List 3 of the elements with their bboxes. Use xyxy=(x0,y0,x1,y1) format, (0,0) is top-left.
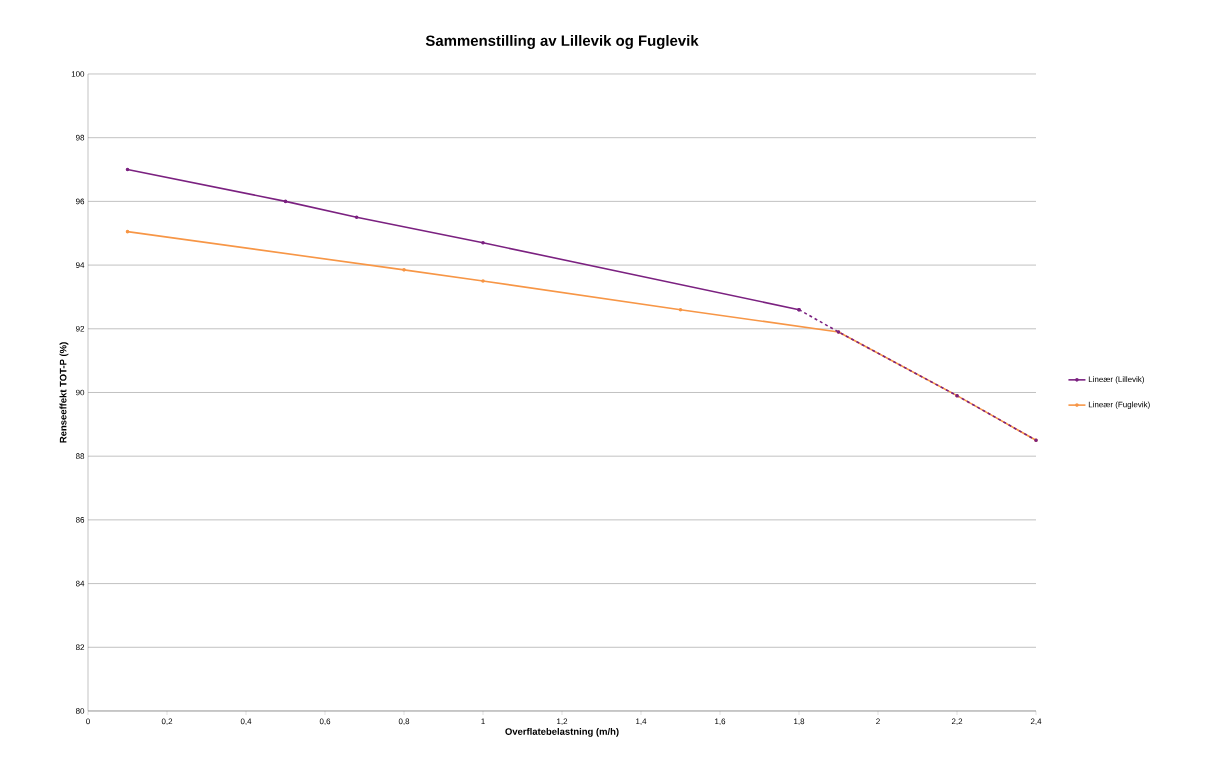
y-axis-title: Renseeffekt TOT-P (%) xyxy=(59,342,69,443)
chart-title: Sammenstilling av Lillevik og Fuglevik xyxy=(425,34,699,49)
x-axis-title: Overflatebelastning (m/h) xyxy=(505,727,619,737)
